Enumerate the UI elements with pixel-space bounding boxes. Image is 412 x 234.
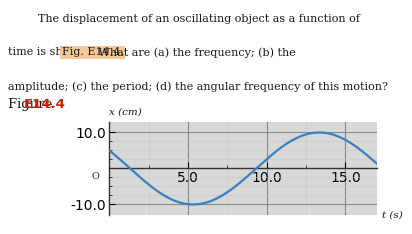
Text: The displacement of an oscillating object as a function of: The displacement of an oscillating objec… <box>24 14 360 24</box>
Text: Fig. E14.4.: Fig. E14.4. <box>62 47 124 57</box>
Text: x (cm): x (cm) <box>109 107 142 116</box>
Text: O: O <box>92 172 100 181</box>
Text: t (s): t (s) <box>382 211 403 220</box>
Text: amplitude; (c) the period; (d) the angular frequency of this motion?: amplitude; (c) the period; (d) the angul… <box>8 81 388 92</box>
Text: E14.4: E14.4 <box>24 98 66 111</box>
Text: time is shown in: time is shown in <box>8 47 104 57</box>
Text: Figure: Figure <box>8 98 57 111</box>
Text: What are (a) the frequency; (b) the: What are (a) the frequency; (b) the <box>95 47 296 58</box>
